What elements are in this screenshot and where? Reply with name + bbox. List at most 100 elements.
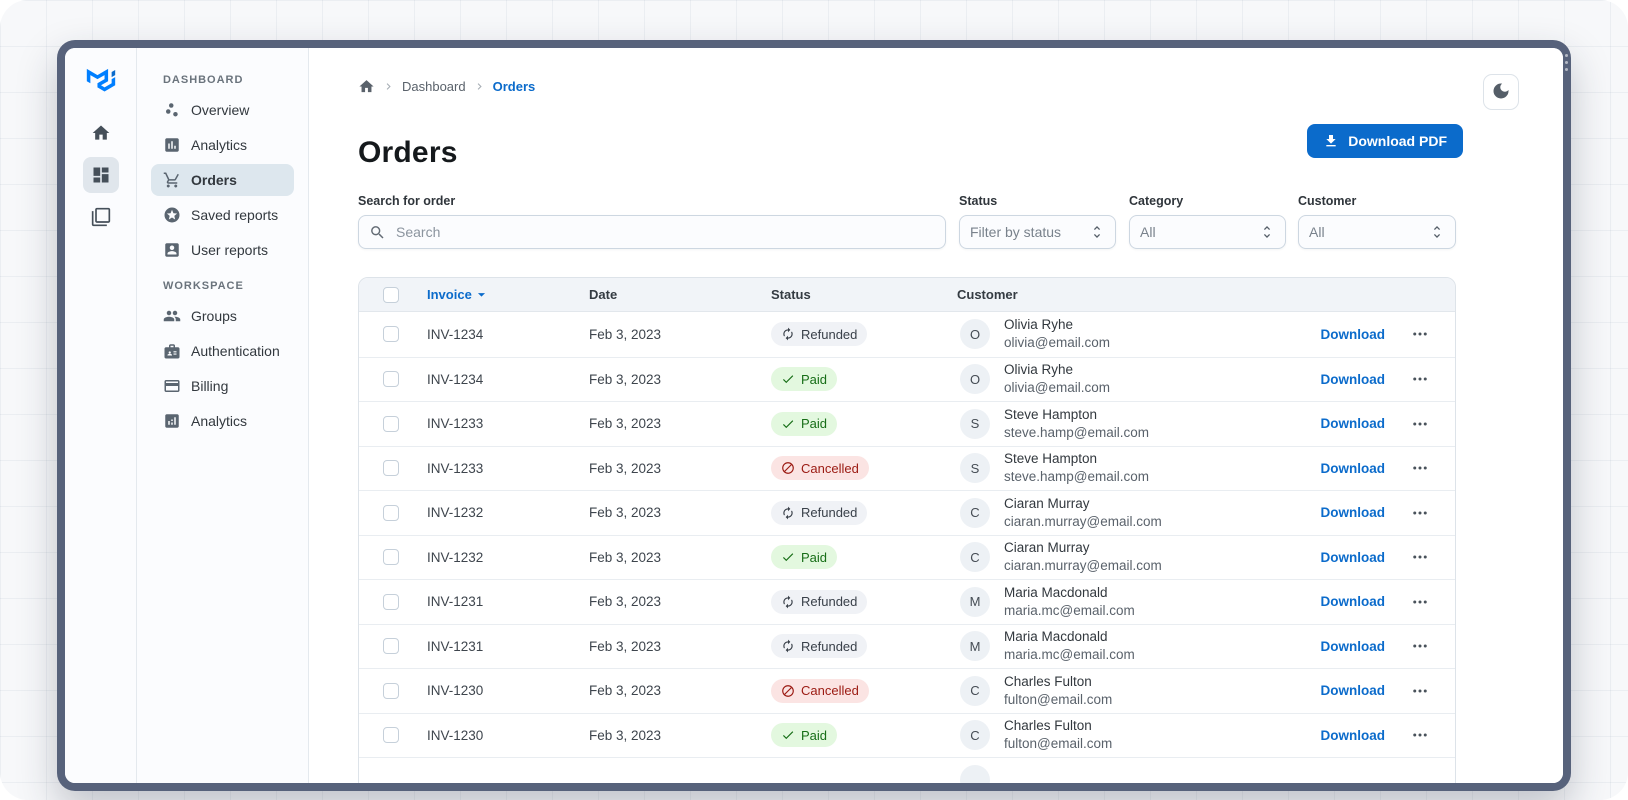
more-menu-button[interactable] [1411, 459, 1429, 477]
row-actions: Download [1227, 593, 1455, 611]
row-checkbox[interactable] [383, 638, 399, 655]
check-icon [781, 417, 795, 431]
customer-select[interactable]: All [1298, 215, 1456, 249]
avatar: C [960, 497, 990, 528]
nav-item[interactable]: User reports [151, 234, 294, 266]
invoice-id: INV-1231 [427, 638, 484, 654]
status-chip: Refunded [771, 322, 868, 347]
check-icon [781, 728, 795, 742]
row-actions: Download [1227, 325, 1455, 343]
order-date: Feb 3, 2023 [589, 727, 662, 743]
nav-item-label: Analytics [191, 413, 248, 429]
nav-item[interactable]: Saved reports [151, 199, 294, 231]
avatar: C [960, 675, 990, 706]
more-menu-button[interactable] [1411, 370, 1429, 388]
download-link[interactable]: Download [1320, 371, 1386, 387]
nav-item[interactable]: Groups [151, 300, 294, 332]
nav-item[interactable]: Orders [151, 164, 294, 196]
nav-item-label: User reports [191, 242, 269, 258]
download-link[interactable]: Download [1320, 683, 1386, 699]
column-header-status: Status [771, 287, 811, 302]
select-all-checkbox[interactable] [383, 286, 399, 303]
status-chip-label: Refunded [801, 594, 858, 610]
download-pdf-button[interactable]: Download PDF [1307, 124, 1463, 158]
column-header-invoice[interactable]: Invoice [427, 286, 589, 303]
download-link[interactable]: Download [1320, 416, 1386, 432]
customer-filter: Customer All [1298, 194, 1456, 249]
rail-button[interactable] [83, 199, 119, 235]
customer-email: fulton@email.com [1004, 736, 1113, 752]
customer-name: Charles Fulton [1004, 673, 1092, 689]
row-actions: Download [1227, 370, 1455, 388]
customer-email: maria.mc@email.com [1004, 602, 1135, 618]
download-link[interactable]: Download [1320, 549, 1386, 565]
download-link[interactable]: Download [1320, 727, 1386, 743]
row-checkbox[interactable] [383, 415, 399, 432]
invoice-id: INV-1234 [427, 371, 484, 387]
download-link[interactable]: Download [1320, 505, 1386, 521]
rail-button[interactable] [83, 115, 119, 151]
more-menu-button[interactable] [1411, 548, 1429, 566]
home-icon[interactable] [358, 78, 375, 95]
row-checkbox[interactable] [383, 682, 399, 699]
download-link[interactable]: Download [1320, 326, 1386, 342]
main-content: Dashboard Orders Orders Download PDF Sea… [309, 48, 1563, 783]
page-title: Orders [358, 136, 458, 170]
more-menu-button[interactable] [1411, 415, 1429, 433]
unfold-icon [1089, 224, 1105, 240]
search-icon [369, 224, 386, 241]
order-row: INV-1233 Feb 3, 2023 Cancelled S [359, 445, 1455, 491]
row-actions: Download [1227, 726, 1455, 744]
status-chip-label: Refunded [801, 326, 858, 342]
more-menu-button[interactable] [1411, 726, 1429, 744]
check-icon [781, 550, 795, 564]
download-link[interactable]: Download [1320, 460, 1386, 476]
nav-item[interactable]: Analytics [151, 129, 294, 161]
more-menu-button[interactable] [1411, 682, 1429, 700]
row-checkbox[interactable] [383, 504, 399, 521]
row-checkbox[interactable] [383, 549, 399, 566]
search-filter-label: Search for order [358, 194, 456, 208]
customer-cell: C Ciaran Murray ciaran.murray@email.com [957, 539, 1227, 575]
nav-item[interactable]: Billing [151, 370, 294, 402]
app-window: DASHBOARD Overview Analytics [57, 40, 1571, 791]
assessment-icon [163, 136, 181, 154]
more-menu-button[interactable] [1411, 504, 1429, 522]
nav-item[interactable]: Authentication [151, 335, 294, 367]
cart-icon [163, 171, 181, 189]
more-menu-button[interactable] [1411, 325, 1429, 343]
breadcrumb-orders[interactable]: Orders [492, 79, 536, 94]
row-checkbox[interactable] [383, 326, 399, 343]
row-checkbox[interactable] [383, 727, 399, 744]
row-checkbox[interactable] [383, 371, 399, 388]
mui-logo[interactable] [86, 66, 116, 92]
refresh-icon [781, 595, 795, 609]
check-icon [781, 372, 795, 386]
row-checkbox[interactable] [383, 460, 399, 477]
search-input[interactable] [394, 223, 935, 241]
invoice-id: INV-1230 [427, 727, 484, 743]
more-menu-button[interactable] [1411, 637, 1429, 655]
category-select[interactable]: All [1129, 215, 1286, 249]
status-select-value: Filter by status [970, 224, 1062, 240]
status-chip-label: Refunded [801, 638, 858, 654]
row-checkbox[interactable] [383, 593, 399, 610]
download-link[interactable]: Download [1320, 638, 1386, 654]
credit-card-icon [163, 377, 181, 395]
nav-item[interactable]: Analytics [151, 405, 294, 437]
home-icon [91, 123, 111, 143]
status-select[interactable]: Filter by status [959, 215, 1116, 249]
download-link[interactable]: Download [1320, 594, 1386, 610]
theme-toggle-button[interactable] [1483, 74, 1519, 110]
customer-cell: M Maria Macdonald maria.mc@email.com [957, 584, 1227, 620]
rail-button[interactable] [82, 157, 119, 193]
nav-item[interactable]: Overview [151, 94, 294, 126]
customer-email: steve.hamp@email.com [1004, 469, 1150, 485]
customer-cell: O Olivia Ryhe olivia@email.com [957, 361, 1227, 397]
avatar: C [960, 542, 990, 573]
nav-item-label: Authentication [191, 343, 280, 359]
download-pdf-label: Download PDF [1348, 133, 1447, 149]
nav-item-label: Billing [191, 378, 229, 394]
more-menu-button[interactable] [1411, 593, 1429, 611]
breadcrumb-dashboard[interactable]: Dashboard [402, 79, 466, 94]
